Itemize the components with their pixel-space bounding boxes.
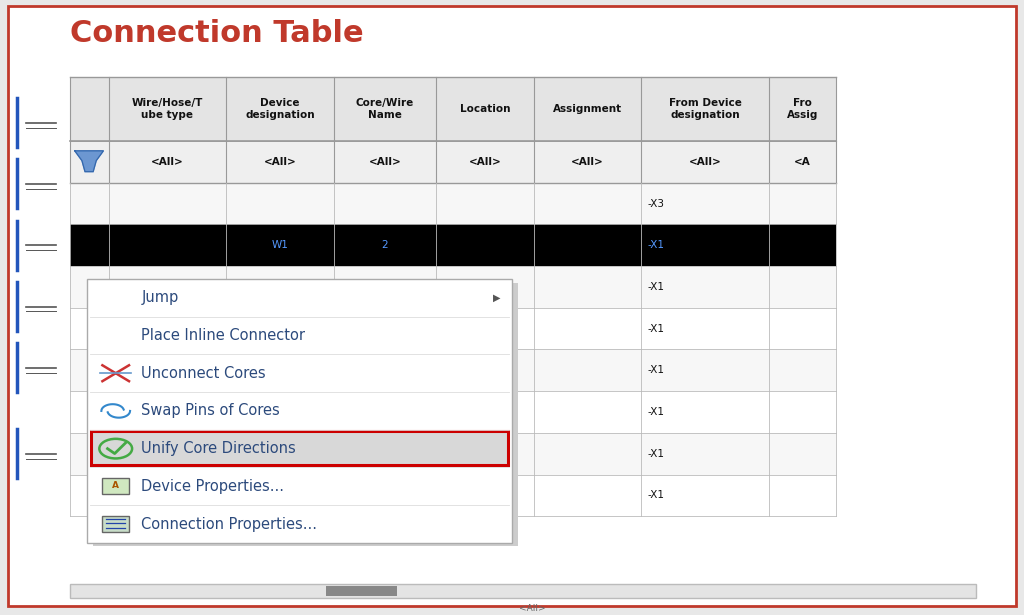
Text: W1: W1 [271, 240, 289, 250]
Bar [326, 586, 397, 596]
Bar [70, 475, 836, 516]
Text: ▶: ▶ [493, 293, 501, 303]
Text: 2: 2 [382, 240, 388, 250]
Text: -X1: -X1 [647, 365, 665, 375]
Bar [70, 349, 836, 391]
Text: -X3: -X3 [647, 199, 665, 208]
Bar [70, 391, 836, 433]
Text: -X1: -X1 [647, 407, 665, 417]
Text: -X1: -X1 [647, 449, 665, 459]
Text: -X1: -X1 [647, 282, 665, 292]
Text: Assignment: Assignment [553, 104, 622, 114]
Bar [70, 224, 836, 266]
Bar [70, 584, 976, 598]
Bar [70, 433, 836, 475]
Bar [102, 478, 129, 494]
Text: From Device
designation: From Device designation [669, 98, 741, 120]
Text: -X1: -X1 [647, 490, 665, 501]
Text: Device Properties...: Device Properties... [141, 479, 285, 494]
Bar [91, 431, 508, 465]
Bar [70, 308, 836, 349]
Text: <A: <A [794, 157, 811, 167]
Bar [93, 283, 518, 546]
Text: Location: Location [460, 104, 510, 114]
Text: Fro
Assig: Fro Assig [786, 98, 818, 120]
Text: Unconnect Cores: Unconnect Cores [141, 366, 266, 381]
Text: <All>: <All> [519, 604, 546, 613]
Text: Connection Table: Connection Table [70, 19, 364, 48]
Text: Device
designation: Device designation [246, 98, 314, 120]
Text: A: A [113, 481, 119, 490]
Text: <All>: <All> [689, 157, 721, 167]
Text: -X1: -X1 [647, 240, 665, 250]
Text: Connection Properties...: Connection Properties... [141, 517, 317, 531]
Text: <All>: <All> [571, 157, 603, 167]
Text: <All>: <All> [152, 157, 183, 167]
Polygon shape [75, 151, 103, 172]
Bar [102, 516, 129, 532]
Bar [70, 266, 836, 308]
Text: <All>: <All> [469, 157, 501, 167]
Text: Swap Pins of Cores: Swap Pins of Cores [141, 403, 280, 418]
Text: Place Inline Connector: Place Inline Connector [141, 328, 305, 343]
Bar [70, 141, 836, 183]
Text: Wire/Hose/T
ube type: Wire/Hose/T ube type [132, 98, 203, 120]
Text: Jump: Jump [141, 290, 178, 305]
Text: Core/Wire
Name: Core/Wire Name [356, 98, 414, 120]
Text: -X1: -X1 [647, 323, 665, 333]
Text: Unify Core Directions: Unify Core Directions [141, 441, 296, 456]
Bar [87, 279, 512, 542]
Text: <All>: <All> [369, 157, 401, 167]
Bar [70, 77, 836, 141]
Text: <All>: <All> [264, 157, 296, 167]
Bar [70, 183, 836, 224]
